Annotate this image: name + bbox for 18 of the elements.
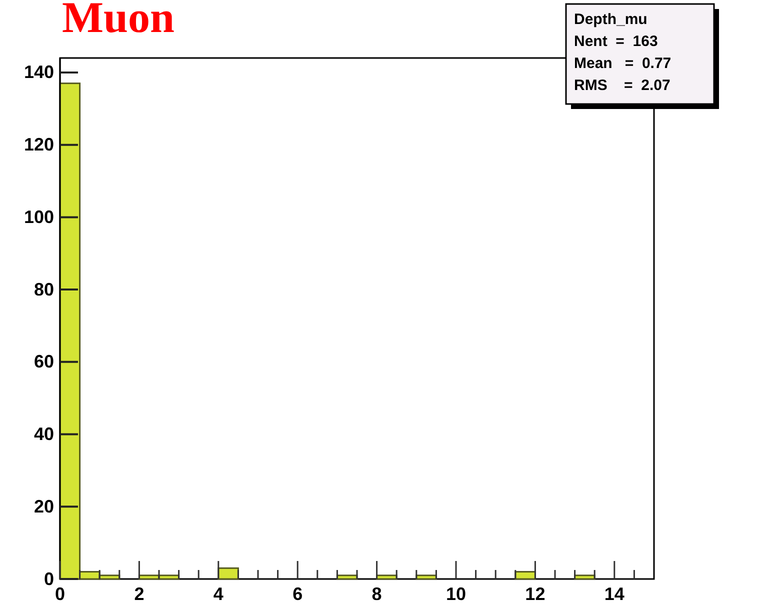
- y-tick-label: 80: [34, 279, 54, 300]
- annotation: RMS = 2.07: [574, 77, 670, 94]
- x-tick-label: 8: [372, 584, 382, 604]
- x-tick-label: 12: [525, 584, 546, 604]
- x-tick-label: 10: [446, 584, 466, 604]
- y-tick-label: 40: [34, 424, 54, 444]
- x-tick-label: 14: [604, 584, 624, 604]
- y-tick-label: 20: [34, 496, 54, 516]
- x-tick-label: 2: [134, 584, 144, 604]
- y-tick-label: 140: [24, 62, 54, 82]
- y-tick-label: 0: [44, 568, 54, 589]
- y-tick-label: 60: [34, 352, 54, 372]
- x-tick-label: 4: [213, 584, 224, 604]
- y-tick-label: 120: [24, 134, 54, 155]
- x-tick-label: 6: [292, 584, 303, 604]
- annotation: Mean = 0.77: [574, 55, 672, 72]
- chart-title: Muon: [62, 0, 174, 42]
- y-tick-label: 100: [24, 206, 54, 227]
